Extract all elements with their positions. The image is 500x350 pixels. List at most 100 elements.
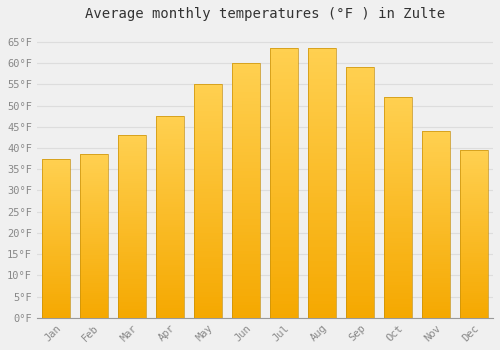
Bar [270, 159, 298, 163]
Bar [118, 238, 146, 240]
Bar [80, 199, 108, 201]
Bar [422, 210, 450, 213]
Bar [270, 301, 298, 304]
Bar [346, 86, 374, 89]
Bar [80, 295, 108, 298]
Bar [422, 166, 450, 168]
Bar [42, 164, 70, 167]
Bar [118, 172, 146, 174]
Bar [118, 195, 146, 197]
Bar [346, 290, 374, 293]
Bar [156, 305, 184, 308]
Bar [118, 224, 146, 226]
Bar [118, 261, 146, 263]
Bar [308, 203, 336, 206]
Bar [42, 184, 70, 187]
Bar [308, 112, 336, 116]
Bar [118, 311, 146, 313]
Bar [80, 205, 108, 208]
Bar [346, 258, 374, 261]
Bar [194, 216, 222, 219]
Bar [42, 296, 70, 298]
Bar [156, 129, 184, 131]
Bar [308, 294, 336, 297]
Bar [308, 55, 336, 58]
Bar [232, 168, 260, 172]
Bar [460, 234, 488, 236]
Bar [118, 307, 146, 309]
Bar [118, 174, 146, 176]
Bar [346, 246, 374, 249]
Bar [232, 260, 260, 264]
Bar [80, 271, 108, 273]
Bar [118, 158, 146, 160]
Bar [384, 257, 412, 260]
Bar [80, 289, 108, 291]
Bar [460, 184, 488, 186]
Bar [460, 163, 488, 165]
Bar [384, 287, 412, 290]
Bar [308, 254, 336, 257]
Bar [118, 206, 146, 208]
Bar [118, 274, 146, 277]
Bar [422, 245, 450, 248]
Bar [270, 146, 298, 149]
Bar [422, 164, 450, 166]
Bar [460, 222, 488, 224]
Bar [422, 306, 450, 308]
Bar [232, 149, 260, 152]
Bar [308, 251, 336, 254]
Bar [194, 236, 222, 239]
Bar [80, 316, 108, 318]
Bar [422, 252, 450, 255]
Bar [118, 268, 146, 270]
Bar [194, 242, 222, 245]
Bar [308, 109, 336, 112]
Bar [308, 149, 336, 153]
Bar [308, 129, 336, 132]
Bar [346, 193, 374, 196]
Bar [270, 281, 298, 284]
Bar [156, 121, 184, 124]
Bar [346, 92, 374, 96]
Bar [232, 286, 260, 289]
Bar [308, 206, 336, 210]
Bar [308, 311, 336, 315]
Bar [308, 200, 336, 203]
Bar [232, 76, 260, 79]
Bar [80, 173, 108, 175]
Bar [156, 209, 184, 212]
Bar [232, 203, 260, 206]
Bar [80, 230, 108, 232]
Bar [80, 181, 108, 183]
Bar [156, 270, 184, 272]
Bar [422, 224, 450, 227]
Bar [156, 141, 184, 144]
Bar [346, 164, 374, 168]
Bar [80, 228, 108, 230]
Bar [384, 163, 412, 166]
Bar [346, 312, 374, 315]
Bar [42, 290, 70, 292]
Bar [194, 178, 222, 181]
Bar [270, 274, 298, 278]
Bar [384, 186, 412, 188]
Bar [80, 234, 108, 236]
Bar [384, 235, 412, 238]
Bar [346, 177, 374, 180]
Bar [232, 213, 260, 216]
Bar [460, 265, 488, 267]
Bar [156, 146, 184, 149]
Bar [194, 183, 222, 187]
Bar [80, 246, 108, 248]
Bar [194, 175, 222, 178]
Bar [42, 304, 70, 306]
Bar [156, 278, 184, 280]
Bar [422, 269, 450, 271]
Bar [346, 265, 374, 268]
Bar [346, 224, 374, 227]
Bar [232, 308, 260, 312]
Bar [42, 258, 70, 260]
Bar [194, 84, 222, 87]
Bar [156, 225, 184, 227]
